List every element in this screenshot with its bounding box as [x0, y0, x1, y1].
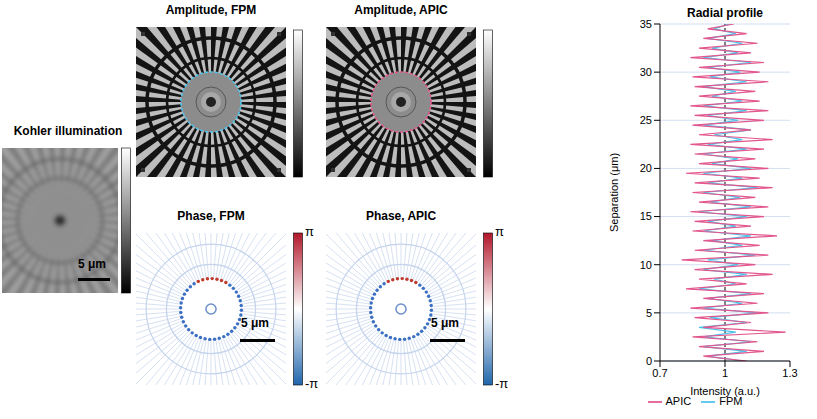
html-text:FPM: FPM	[719, 395, 743, 407]
svg-text:Intensity (a.u.): Intensity (a.u.)	[690, 385, 760, 397]
svg-text:1: 1	[722, 367, 728, 379]
svg-text:5 μm: 5 μm	[431, 316, 459, 330]
svg-text:10: 10	[640, 259, 652, 271]
html-text:Kohler illumination: Kohler illumination	[13, 124, 123, 138]
svg-text:15: 15	[640, 210, 652, 222]
svg-text:20: 20	[640, 162, 652, 174]
svg-text:5: 5	[646, 307, 652, 319]
html-text:Phase, APIC: Phase, APIC	[365, 209, 437, 223]
svg-text:Separation (μm): Separation (μm)	[608, 153, 620, 232]
svg-text:5 μm: 5 μm	[241, 316, 269, 330]
svg-text:1.3: 1.3	[782, 367, 797, 379]
svg-text:35: 35	[640, 18, 652, 30]
svg-text:30: 30	[640, 66, 652, 78]
svg-text:-π: -π	[305, 376, 318, 391]
svg-text:π: π	[495, 225, 504, 239]
html-text:Amplitude, APIC: Amplitude, APIC	[354, 3, 448, 17]
svg-text:5 μm: 5 μm	[78, 257, 106, 271]
svg-text:0.7: 0.7	[652, 367, 667, 379]
html-text:Radial profile: Radial profile	[687, 6, 763, 20]
html-text:Phase, FPM: Phase, FPM	[177, 209, 245, 223]
html-text:Amplitude, FPM: Amplitude, FPM	[165, 3, 257, 17]
svg-text:-π: -π	[495, 376, 508, 391]
html-text:APIC: APIC	[665, 395, 692, 407]
svg-text:25: 25	[640, 114, 652, 126]
svg-text:π: π	[305, 225, 314, 239]
svg-text:0: 0	[646, 355, 652, 367]
